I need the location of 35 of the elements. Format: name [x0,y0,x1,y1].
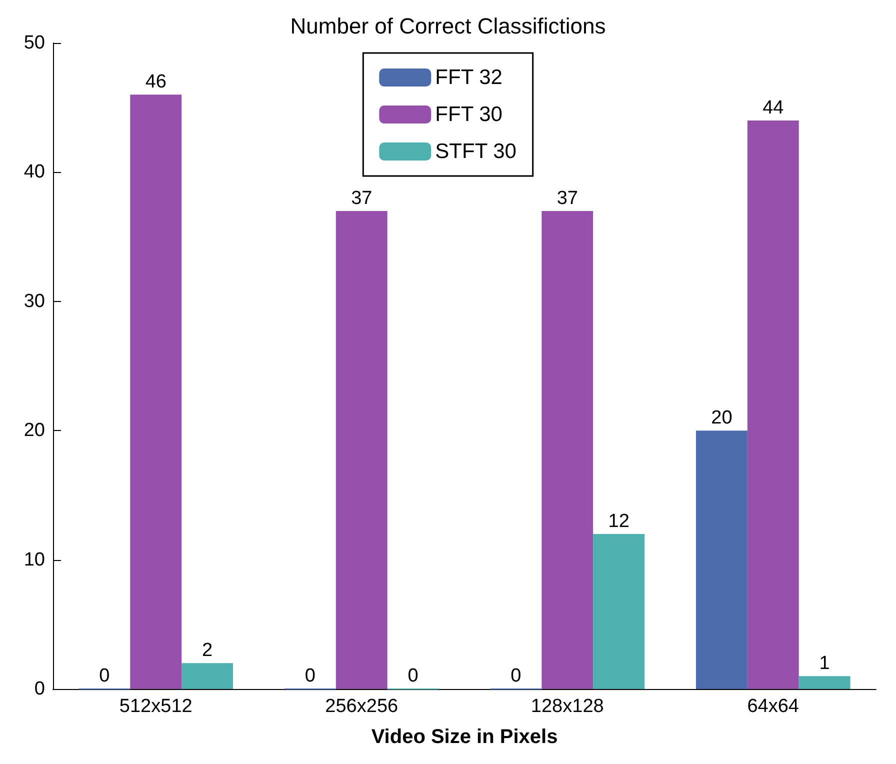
data-label: 37 [556,188,578,209]
bar [130,94,182,689]
y-tick-label: 10 [24,549,45,570]
x-tick-label: 64x64 [747,696,800,717]
data-label: 44 [762,98,784,119]
bar [542,210,594,689]
data-label: 2 [202,640,213,662]
data-label: 20 [711,408,732,429]
x-tick-label: 128x128 [530,696,604,717]
data-label: 12 [608,510,630,532]
y-tick-label: 50 [24,32,45,54]
bar [798,676,850,689]
data-label: 0 [510,666,522,686]
chart-title: Number of Correct Classifictions [290,14,606,38]
x-tick-label: 256x256 [325,696,398,717]
bar [593,534,645,689]
bar [696,430,748,689]
legend-label: FFT 32 [435,66,502,89]
data-label: 1 [819,653,830,674]
legend-label: STFT 30 [435,140,516,163]
data-label: 37 [351,188,372,209]
y-tick-label: 0 [34,678,45,700]
bar [182,663,234,689]
y-tick-label: 40 [24,162,45,183]
y-tick-label: 30 [24,290,45,312]
data-label: 0 [304,666,316,686]
bar [747,120,799,689]
y-tick-label: 20 [24,420,45,442]
bar [336,210,388,689]
data-label: 46 [145,72,166,93]
x-tick-label: 512x512 [119,696,192,717]
x-axis-title: Video Size in Pixels [371,726,558,748]
data-label: 0 [99,666,110,686]
legend-label: FFT 30 [435,103,502,126]
data-label: 0 [408,666,418,686]
